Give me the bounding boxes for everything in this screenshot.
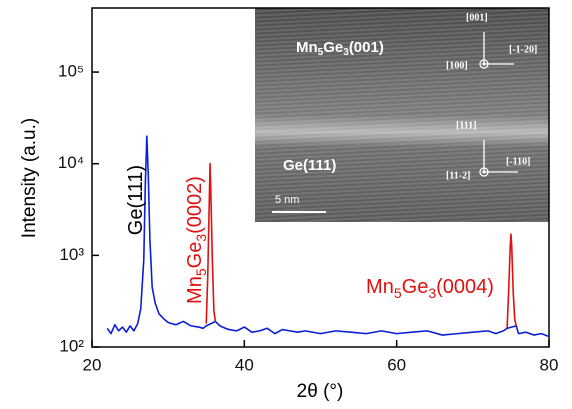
annotation-part: Mn — [184, 276, 206, 304]
x-tick-label: 40 — [235, 355, 254, 374]
y-tick-label: 10⁵ — [58, 62, 84, 81]
label-part: Mn — [296, 39, 318, 56]
annotation-part: 5 — [193, 268, 209, 276]
label-part: 5 — [318, 47, 324, 58]
data-line — [205, 162, 217, 324]
y-tick-label: 10³ — [59, 245, 84, 264]
data-line — [106, 135, 550, 338]
annotation-part: 3 — [193, 234, 209, 242]
label-part: Ge — [323, 39, 343, 56]
direction-label: [100] — [446, 60, 468, 71]
data-line — [506, 233, 518, 329]
inset-image: Mn5Ge3(001) Ge(111) 5 nm [001] [-1-20] [… — [255, 8, 549, 222]
plot-frame — [91, 7, 550, 348]
annotation-part: 5 — [394, 285, 402, 301]
annotation-part: (0004) — [436, 276, 494, 298]
label-part: 3 — [343, 47, 349, 58]
x-tick-label: 20 — [83, 355, 102, 374]
y-tick-label: 10² — [59, 336, 84, 355]
annotation-part: Ge — [184, 242, 206, 269]
direction-label: [-1-20] — [509, 44, 537, 55]
annotation: Mn5Ge3(0004) — [366, 276, 494, 300]
direction-label: [11-2] — [446, 170, 470, 181]
annotation-part: Ge(111) — [125, 165, 147, 235]
y-tick-label: 10⁴ — [58, 153, 84, 172]
annotation-part: Mn — [366, 276, 394, 298]
annotation-part: Ge — [402, 276, 429, 298]
film-axes — [479, 32, 518, 177]
scale-bar-label: 5 nm — [275, 194, 299, 206]
annotation-part: 3 — [428, 285, 436, 301]
film-label: Mn5Ge3(001) — [296, 39, 384, 58]
annotation: Mn5Ge3(0002) — [184, 176, 208, 304]
y-axis-label: Intensity (a.u.) — [19, 118, 40, 238]
label-part: (001) — [349, 39, 384, 56]
x-axis-label: 2θ (°) — [297, 381, 344, 402]
annotation-part: (0002) — [184, 176, 206, 234]
direction-label: [111] — [456, 120, 477, 131]
annotation: Ge(111) — [125, 165, 147, 235]
substrate-label: Ge(111) — [283, 157, 336, 174]
tem-fringes — [255, 8, 549, 222]
direction-label: [001] — [466, 12, 488, 23]
x-tick-label: 60 — [387, 355, 406, 374]
x-tick-label: 80 — [540, 355, 559, 374]
direction-label: [-110] — [506, 156, 530, 167]
